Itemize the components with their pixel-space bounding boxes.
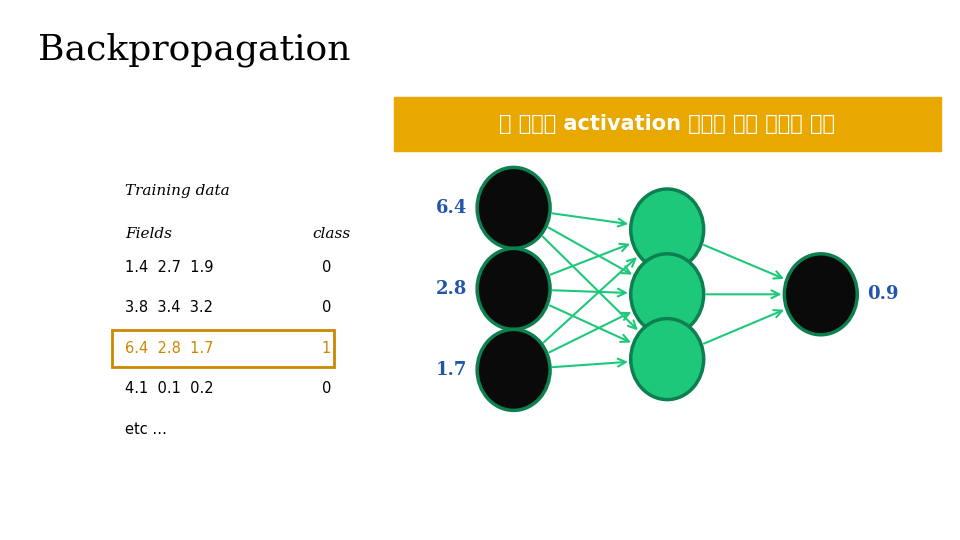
Text: 0: 0 — [322, 300, 331, 315]
Text: 1.4  2.7  1.9: 1.4 2.7 1.9 — [125, 260, 213, 275]
Text: 0.9: 0.9 — [867, 285, 899, 303]
Text: Backpropagation: Backpropagation — [38, 32, 351, 67]
Ellipse shape — [477, 167, 550, 248]
Text: Fields: Fields — [125, 227, 172, 241]
Text: 6.4: 6.4 — [436, 199, 468, 217]
Text: 0: 0 — [322, 381, 331, 396]
Text: 6.4  2.8  1.7: 6.4 2.8 1.7 — [125, 341, 213, 356]
Ellipse shape — [477, 329, 550, 410]
Ellipse shape — [631, 189, 704, 270]
Text: 1: 1 — [322, 341, 331, 356]
Text: 각 노드의 activation 결과에 따라 출력값 계산: 각 노드의 activation 결과에 따라 출력값 계산 — [499, 114, 835, 134]
Text: Training data: Training data — [125, 184, 229, 198]
Text: class: class — [312, 227, 350, 241]
Text: 0: 0 — [322, 260, 331, 275]
Text: 2.8: 2.8 — [436, 280, 468, 298]
Text: 4.1  0.1  0.2: 4.1 0.1 0.2 — [125, 381, 213, 396]
FancyBboxPatch shape — [394, 97, 941, 151]
Text: 1.7: 1.7 — [436, 361, 468, 379]
Ellipse shape — [631, 319, 704, 400]
Ellipse shape — [784, 254, 857, 335]
Text: etc …: etc … — [125, 422, 167, 437]
Ellipse shape — [631, 254, 704, 335]
Text: 3.8  3.4  3.2: 3.8 3.4 3.2 — [125, 300, 213, 315]
Ellipse shape — [477, 248, 550, 329]
